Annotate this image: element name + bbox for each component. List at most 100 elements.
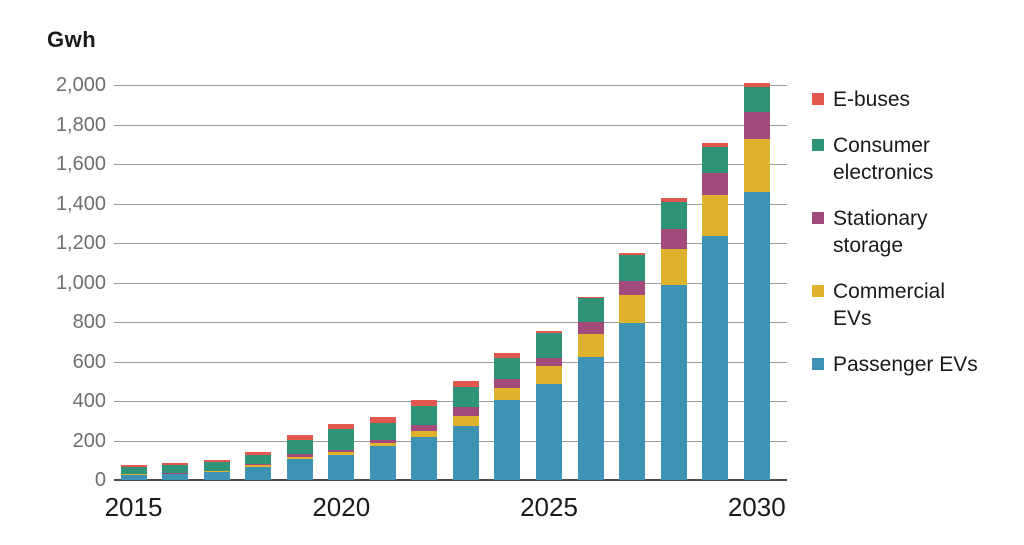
segment-commercial-evs-2030 bbox=[743, 138, 770, 193]
segment-passenger-evs-2024 bbox=[494, 400, 521, 480]
segment-consumer-electronics-2028 bbox=[660, 201, 687, 229]
segment-passenger-evs-2019 bbox=[286, 458, 313, 480]
segment-commercial-evs-2015 bbox=[120, 474, 147, 476]
segment-e-buses-2021 bbox=[369, 417, 396, 423]
segment-stationary-storage-2023 bbox=[452, 406, 479, 416]
legend-label: E-buses bbox=[833, 88, 911, 111]
bar-2030 bbox=[743, 83, 770, 480]
segment-e-buses-2015 bbox=[120, 465, 147, 468]
legend-swatch-consumer-electronics bbox=[812, 139, 824, 151]
segment-stationary-storage-2029 bbox=[702, 172, 729, 196]
legend-label: Stationary storage bbox=[833, 207, 928, 257]
segment-consumer-electronics-2023 bbox=[452, 386, 479, 407]
gridline-1800 bbox=[114, 124, 787, 126]
segment-commercial-evs-2024 bbox=[494, 387, 521, 401]
segment-stationary-storage-2024 bbox=[494, 378, 521, 388]
segment-passenger-evs-2028 bbox=[660, 285, 687, 480]
segment-stationary-storage-2025 bbox=[536, 357, 562, 367]
bar-2025 bbox=[536, 330, 562, 480]
y-axis-tick-label: 600 bbox=[72, 350, 106, 373]
bar-2019 bbox=[286, 434, 313, 480]
segment-consumer-electronics-2029 bbox=[702, 147, 729, 173]
segment-consumer-electronics-2021 bbox=[369, 422, 396, 441]
segment-passenger-evs-2023 bbox=[452, 425, 479, 480]
chart-legend: E-buses Consumer electronics Stationary st… bbox=[812, 86, 981, 378]
bar-2022 bbox=[411, 400, 438, 480]
segment-passenger-evs-2025 bbox=[536, 383, 562, 480]
segment-stationary-storage-2021 bbox=[369, 440, 396, 443]
legend-swatch-e-buses bbox=[812, 93, 824, 105]
legend-label: Consumer electronics bbox=[833, 134, 934, 184]
segment-e-buses-2022 bbox=[411, 400, 438, 406]
segment-stationary-storage-2027 bbox=[619, 281, 646, 295]
segment-passenger-evs-2027 bbox=[619, 323, 646, 480]
bar-2029 bbox=[702, 143, 729, 480]
segment-consumer-electronics-2026 bbox=[577, 297, 604, 323]
segment-stationary-storage-2028 bbox=[660, 228, 687, 250]
segment-consumer-electronics-2015 bbox=[120, 467, 147, 475]
bar-2020 bbox=[328, 423, 355, 480]
gridline-200 bbox=[114, 440, 787, 442]
segment-e-buses-2017 bbox=[203, 460, 230, 463]
segment-passenger-evs-2018 bbox=[245, 466, 272, 480]
segment-consumer-electronics-2025 bbox=[536, 333, 562, 358]
segment-commercial-evs-2016 bbox=[162, 473, 189, 475]
y-axis-tick-label: 400 bbox=[72, 390, 106, 412]
segment-consumer-electronics-2019 bbox=[286, 439, 313, 455]
segment-consumer-electronics-2024 bbox=[494, 357, 521, 379]
segment-commercial-evs-2026 bbox=[577, 333, 604, 357]
legend-label: Passenger EVs bbox=[833, 353, 978, 376]
y-axis-tick-label: 1,800 bbox=[55, 113, 106, 136]
y-axis-tick-label: 200 bbox=[72, 429, 106, 452]
segment-consumer-electronics-2020 bbox=[328, 429, 355, 450]
segment-passenger-evs-2017 bbox=[203, 472, 230, 480]
bar-2027 bbox=[619, 252, 646, 480]
segment-e-buses-2020 bbox=[328, 423, 355, 430]
legend-swatch-passenger-evs bbox=[812, 358, 824, 370]
y-axis-unit-title: Gwh bbox=[47, 27, 97, 52]
segment-consumer-electronics-2017 bbox=[203, 462, 230, 471]
segment-commercial-evs-2021 bbox=[369, 442, 396, 446]
y-axis-tick-label: 1,000 bbox=[55, 271, 106, 294]
segment-e-buses-2029 bbox=[702, 143, 729, 148]
segment-stationary-storage-2018 bbox=[245, 464, 272, 466]
segment-passenger-evs-2022 bbox=[411, 436, 438, 480]
segment-commercial-evs-2022 bbox=[411, 430, 438, 437]
y-axis-tick-label: 0 bbox=[94, 469, 106, 491]
segment-e-buses-2018 bbox=[245, 452, 272, 456]
legend-item-stationary-storage: Stationary storage bbox=[812, 205, 981, 259]
legend-item-e-buses: E-buses bbox=[812, 86, 981, 113]
gridline-1400 bbox=[114, 203, 787, 205]
legend-item-passenger-evs: Passenger EVs bbox=[812, 351, 981, 378]
gridline-400 bbox=[114, 401, 787, 402]
segment-passenger-evs-2026 bbox=[577, 356, 604, 480]
bar-2017 bbox=[203, 460, 230, 480]
segment-e-buses-2019 bbox=[286, 434, 313, 440]
gridline-800 bbox=[114, 322, 787, 323]
x-axis-tick-label-2015: 2015 bbox=[104, 492, 163, 522]
x-axis-tick-label-2025: 2025 bbox=[520, 492, 578, 522]
gridline-1200 bbox=[114, 243, 787, 244]
x-axis-tick-label-2020: 2020 bbox=[312, 492, 371, 522]
segment-consumer-electronics-2018 bbox=[245, 455, 272, 465]
segment-stationary-storage-2019 bbox=[286, 454, 313, 457]
gridline-600 bbox=[114, 361, 787, 363]
bar-2026 bbox=[577, 296, 604, 480]
x-axis-tick-label-2030: 2030 bbox=[727, 492, 786, 522]
bar-2023 bbox=[452, 381, 479, 480]
segment-commercial-evs-2023 bbox=[452, 415, 479, 426]
segment-passenger-evs-2015 bbox=[120, 475, 147, 480]
gridline-1000 bbox=[114, 282, 787, 284]
segment-consumer-electronics-2016 bbox=[162, 465, 189, 474]
segment-commercial-evs-2028 bbox=[660, 249, 687, 286]
legend-swatch-commercial-evs bbox=[812, 285, 824, 297]
legend-item-commercial-evs: Commercial EVs bbox=[812, 278, 981, 332]
segment-e-buses-2025 bbox=[536, 330, 562, 334]
gridline-2000 bbox=[114, 85, 787, 86]
segment-commercial-evs-2020 bbox=[328, 452, 355, 455]
y-axis-tick-label: 1,200 bbox=[55, 232, 106, 254]
legend-swatch-stationary-storage bbox=[812, 212, 824, 224]
bar-2024 bbox=[494, 353, 521, 480]
gridline-1600 bbox=[114, 164, 787, 165]
